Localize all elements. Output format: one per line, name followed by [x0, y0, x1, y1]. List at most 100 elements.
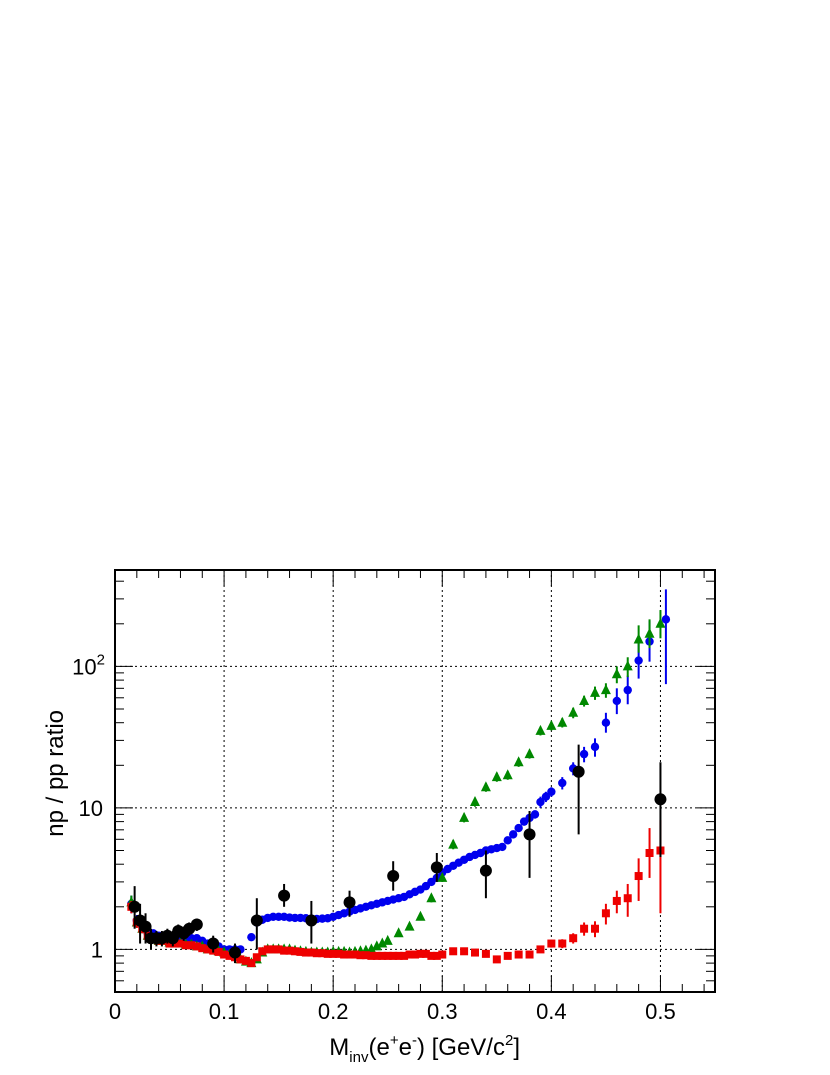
- data-point: [377, 937, 388, 948]
- data-point: [449, 947, 458, 956]
- data-point: [400, 951, 409, 960]
- data-point: [225, 951, 234, 960]
- data-point: [128, 900, 141, 913]
- data-point: [591, 924, 599, 933]
- data-point: [536, 797, 545, 807]
- data-point: [176, 939, 185, 948]
- data-point: [601, 718, 611, 727]
- data-point: [334, 949, 343, 958]
- data-point: [471, 948, 479, 957]
- data-point: [361, 951, 370, 960]
- data-point: [525, 950, 534, 959]
- data-point: [536, 945, 545, 954]
- x-tick-label: 0: [109, 999, 121, 1024]
- data-point: [165, 939, 174, 948]
- data-point: [387, 870, 400, 883]
- data-point: [181, 941, 190, 950]
- data-point: [530, 810, 540, 819]
- data-point: [661, 615, 671, 624]
- data-point: [252, 953, 261, 962]
- data-point: [572, 765, 585, 778]
- data-point: [623, 894, 632, 903]
- series-1: [126, 610, 666, 968]
- data-point: [187, 941, 196, 950]
- y-tick-label: 1: [91, 937, 103, 962]
- data-point: [207, 937, 220, 950]
- data-point: [448, 838, 459, 849]
- data-point: [590, 686, 600, 697]
- data-point: [580, 924, 589, 933]
- data-point: [345, 950, 354, 959]
- data-point: [323, 949, 332, 958]
- data-point: [411, 950, 419, 959]
- data-point: [514, 823, 523, 833]
- data-point: [389, 951, 398, 960]
- x-tick-label: 0.2: [318, 999, 349, 1024]
- ticks-layer: [114, 570, 715, 993]
- data-point: [405, 950, 414, 959]
- data-point: [558, 939, 567, 948]
- data-point: [633, 633, 644, 644]
- data-point: [491, 771, 502, 782]
- data-point: [508, 830, 518, 839]
- data-point: [430, 861, 443, 874]
- data-point: [329, 949, 338, 958]
- data-point: [214, 947, 223, 956]
- data-point: [274, 945, 283, 954]
- data-point: [203, 945, 212, 954]
- data-point: [600, 684, 611, 695]
- data-point: [307, 948, 316, 957]
- data-point: [558, 778, 567, 788]
- data-point: [503, 951, 512, 960]
- data-point: [513, 756, 524, 767]
- data-point: [291, 947, 299, 956]
- data-point: [479, 864, 492, 877]
- grid-layer: [115, 570, 715, 992]
- data-point: [296, 947, 305, 956]
- data-point: [269, 945, 278, 954]
- data-point: [241, 956, 250, 965]
- y-tick-label: 10: [79, 796, 103, 821]
- data-point: [305, 914, 318, 927]
- data-point: [645, 849, 654, 858]
- data-point: [356, 951, 365, 960]
- data-point: [383, 951, 392, 960]
- data-point: [557, 716, 568, 727]
- data-point: [393, 927, 404, 938]
- x-tick-label: 0.3: [427, 999, 458, 1024]
- data-point: [654, 793, 667, 806]
- data-point: [229, 946, 241, 959]
- data-point: [432, 951, 441, 960]
- data-point: [394, 951, 403, 960]
- data-point: [351, 950, 359, 959]
- data-point: [278, 889, 291, 902]
- data-point: [470, 796, 480, 807]
- data-point: [546, 719, 557, 730]
- x-tick-label: 0.1: [209, 999, 240, 1024]
- data-point: [568, 706, 579, 717]
- data-point: [427, 951, 436, 960]
- data-point: [367, 951, 376, 960]
- data-point: [258, 947, 267, 956]
- data-point: [547, 787, 556, 796]
- data-point: [644, 627, 655, 638]
- data-point: [438, 950, 447, 959]
- data-point: [382, 934, 393, 945]
- data-point: [480, 781, 491, 792]
- data-point: [404, 920, 415, 931]
- data-point: [301, 948, 310, 957]
- series-0: [127, 589, 671, 954]
- series-2: [127, 820, 665, 968]
- data-point: [579, 694, 590, 705]
- data-point: [612, 696, 622, 706]
- data-point: [247, 932, 256, 942]
- data-point: [378, 951, 387, 960]
- data-point: [590, 742, 600, 752]
- data-point: [523, 828, 536, 841]
- data-point: [312, 949, 321, 958]
- data-point: [371, 940, 382, 951]
- data-point: [541, 792, 551, 801]
- data-point: [498, 842, 507, 852]
- data-point: [263, 945, 272, 954]
- data-point: [366, 943, 377, 954]
